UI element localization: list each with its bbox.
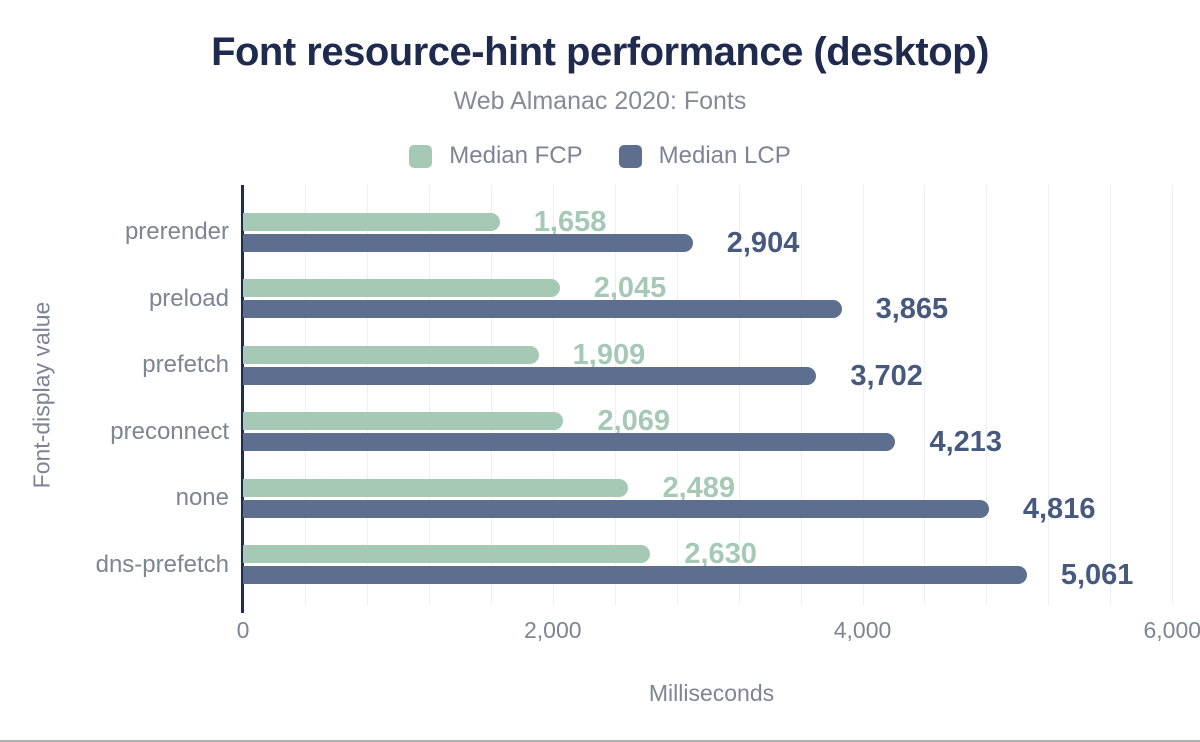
bar-row-prerender: prerender 1,658 2,904 — [0, 199, 1180, 266]
gridline — [986, 185, 988, 605]
legend-item-median-fcp[interactable]: Median FCP — [409, 142, 583, 170]
category-label: preload — [148, 284, 229, 312]
bar-value-label: 4,816 — [1022, 492, 1096, 525]
bar-median-lcp — [243, 566, 1027, 585]
gridline — [428, 185, 430, 605]
plot-area: prerender 1,658 2,904 preload 2,045 3,865 pref… — [0, 185, 1180, 613]
gridline — [862, 185, 864, 605]
legend-label-lcp: Median LCP — [658, 142, 791, 169]
bar-value-label: 5,061 — [1060, 559, 1134, 592]
bar-line: 2,069 — [243, 405, 1180, 438]
gridline — [924, 185, 926, 605]
y-axis-line — [241, 185, 244, 613]
bar-line: 2,045 — [243, 272, 1180, 305]
bar-line: 2,489 — [243, 471, 1180, 504]
bar-line: 4,816 — [243, 492, 1180, 525]
category-label: prerender — [124, 218, 229, 246]
chart-title: Font resource-hint performance (desktop) — [211, 30, 989, 74]
bar-line: 2,630 — [243, 538, 1180, 571]
bar-value-label: 2,630 — [684, 538, 757, 571]
bar-value-label: 3,702 — [850, 359, 923, 392]
gridline — [1172, 185, 1174, 605]
bar-median-fcp — [243, 412, 564, 431]
bar-row-preconnect: preconnect 2,069 4,213 — [0, 399, 1180, 466]
legend-swatch-lcp-icon — [618, 144, 642, 168]
bar-row-prefetch: prefetch 1,909 3,702 — [0, 332, 1180, 399]
bar-group: 2,045 3,865 — [243, 272, 1180, 326]
bar-row-preload: preload 2,045 3,865 — [0, 266, 1180, 333]
gridline — [1110, 185, 1112, 605]
category-label: preconnect — [110, 417, 229, 445]
bar-row-none: none 2,489 4,816 — [0, 465, 1180, 532]
bar-line: 3,702 — [243, 359, 1180, 392]
bar-value-label: 4,213 — [929, 426, 1003, 459]
category-label: prefetch — [142, 351, 229, 379]
gridline — [490, 185, 492, 605]
legend-item-median-lcp[interactable]: Median LCP — [618, 142, 791, 170]
x-tick-label: 2,000 — [523, 617, 582, 643]
bar-value-label: 1,909 — [572, 338, 646, 371]
bar-group: 2,069 4,213 — [243, 405, 1180, 459]
bar-group: 1,658 2,904 — [243, 205, 1180, 259]
legend: Median FCP Median LCP — [0, 142, 1200, 170]
gridline — [800, 185, 802, 605]
gridline — [614, 185, 616, 605]
bar-value-label: 2,904 — [726, 226, 800, 259]
gridline — [552, 185, 554, 605]
bar-value-label: 1,658 — [533, 205, 607, 238]
x-tick-label: 0 — [236, 617, 250, 643]
bar-median-fcp — [243, 279, 560, 298]
bar-median-lcp — [243, 300, 842, 319]
bar-value-label: 2,489 — [662, 471, 736, 504]
bar-group: 2,489 4,816 — [243, 471, 1180, 525]
x-axis-title: Milliseconds — [648, 680, 775, 706]
bar-value-label: 2,045 — [593, 272, 667, 305]
gridline — [304, 185, 306, 605]
x-axis-ticks: 0 2,000 4,000 6,000 — [0, 617, 1200, 645]
gridline — [366, 185, 368, 605]
x-tick-label: 6,000 — [1143, 617, 1200, 643]
gridline — [676, 185, 678, 605]
bar-group: 2,630 5,061 — [243, 538, 1180, 592]
bar-median-lcp — [243, 499, 989, 518]
bar-line: 2,904 — [243, 226, 1180, 259]
bar-row-dns-prefetch: dns-prefetch 2,630 5,061 — [0, 532, 1180, 599]
bar-median-fcp — [243, 478, 629, 497]
gridline — [1048, 185, 1050, 605]
bar-median-lcp — [243, 366, 817, 385]
x-tick-label: 4,000 — [833, 617, 892, 643]
chart-subtitle: Web Almanac 2020: Fonts — [453, 87, 747, 115]
bar-value-label: 3,865 — [875, 293, 949, 326]
gridline — [738, 185, 740, 605]
bar-median-fcp — [243, 345, 539, 364]
bar-line: 1,658 — [243, 205, 1180, 238]
bar-median-lcp — [243, 433, 896, 452]
legend-label-fcp: Median FCP — [449, 142, 583, 169]
bar-value-label: 2,069 — [597, 405, 671, 438]
bar-line: 5,061 — [243, 559, 1180, 592]
category-label: none — [175, 484, 229, 512]
bar-line: 1,909 — [243, 338, 1180, 371]
bar-median-lcp — [243, 233, 693, 252]
bar-median-fcp — [243, 545, 651, 564]
bar-line: 3,865 — [243, 293, 1180, 326]
legend-swatch-fcp-icon — [409, 144, 433, 168]
bar-line: 4,213 — [243, 426, 1180, 459]
bar-group: 1,909 3,702 — [243, 338, 1180, 392]
y-axis-title: Font-display value — [28, 301, 55, 489]
category-label: dns-prefetch — [95, 550, 229, 578]
bar-rows: prerender 1,658 2,904 preload 2,045 3,865 pref… — [0, 199, 1180, 598]
bar-median-fcp — [243, 212, 500, 231]
